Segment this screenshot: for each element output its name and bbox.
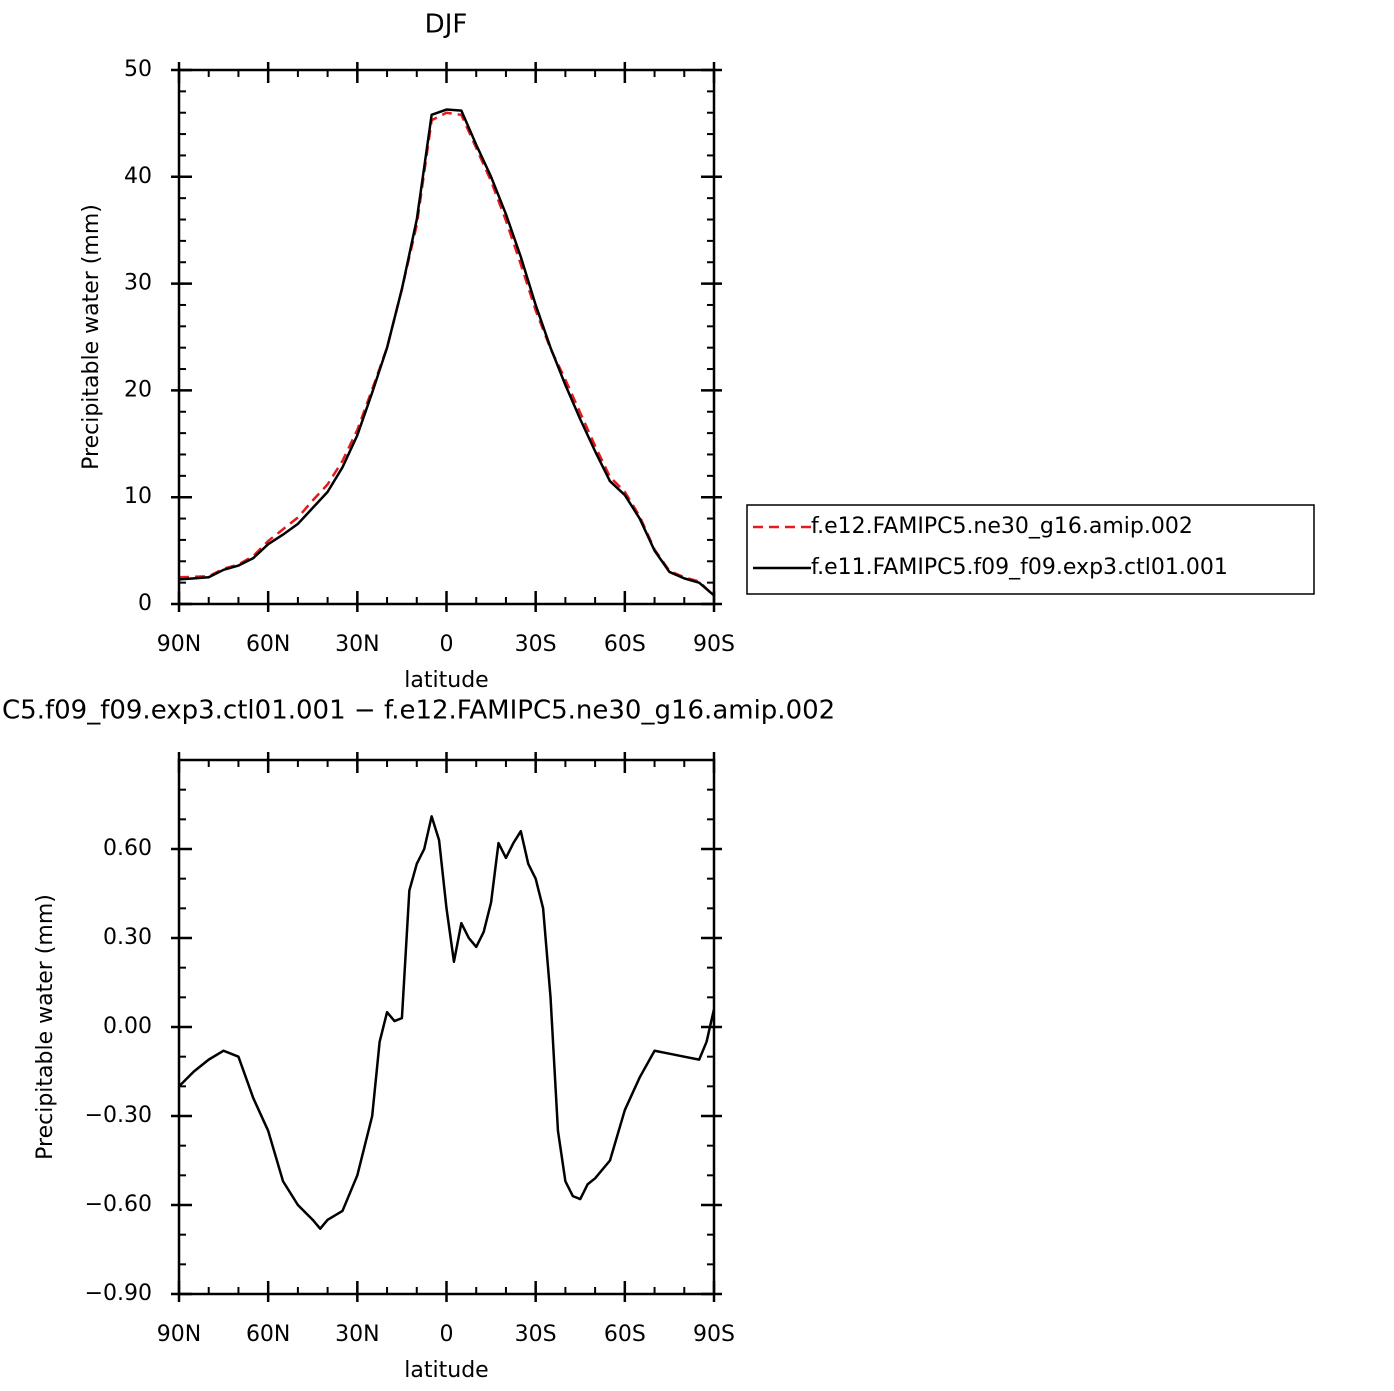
y-axis-label: Precipitable water (mm) [33,894,58,1160]
y-axis-label: Precipitable water (mm) [79,204,104,470]
x-tick-label: 30N [335,632,379,657]
x-tick-label: 0 [440,632,454,657]
x-axis-label: latitude [404,1358,488,1383]
plot-frame [177,68,716,606]
plot-frame [177,758,716,1296]
y-tick-label: 0 [138,591,152,616]
x-tick-label: 60N [246,632,290,657]
x-tick-label: 0 [440,1322,454,1347]
y-tick-label: 30 [124,271,152,296]
data-line [178,111,715,597]
x-axis-label: latitude [404,668,488,693]
data-line [178,815,716,1230]
y-tick-label: 10 [124,484,152,509]
x-tick-label: 90S [693,1322,735,1347]
y-tick-label: 0.30 [103,925,152,950]
chart-title: C5.f09_f09.exp3.ctl01.001 − f.e12.FAMIPC… [2,696,835,726]
y-tick-label: 50 [124,57,152,82]
legend-label: f.e12.FAMIPC5.ne30_g16.amip.002 [811,514,1193,539]
y-tick-label: −0.30 [85,1103,152,1128]
legend-box [746,504,1315,595]
x-tick-label: 30N [335,1322,379,1347]
x-tick-label: 60S [604,1322,646,1347]
chart-title: DJF [425,10,468,40]
y-tick-label: −0.60 [85,1192,152,1217]
x-tick-label: 30S [515,1322,557,1347]
x-tick-label: 90S [693,632,735,657]
data-line [178,108,715,597]
y-tick-label: 0.60 [103,836,152,861]
y-tick-label: 40 [124,164,152,189]
y-tick-label: 0.00 [103,1014,152,1039]
x-tick-label: 30S [515,632,557,657]
y-tick-label: −0.90 [85,1281,152,1306]
y-tick-label: 20 [124,377,152,402]
x-tick-label: 90N [157,1322,201,1347]
x-tick-label: 60S [604,632,646,657]
x-tick-label: 60N [246,1322,290,1347]
x-tick-label: 90N [157,632,201,657]
legend-label: f.e11.FAMIPC5.f09_f09.exp3.ctl01.001 [811,555,1228,580]
